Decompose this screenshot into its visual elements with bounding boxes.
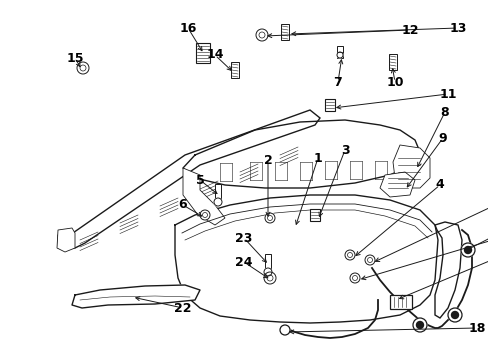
Text: 11: 11 — [438, 87, 456, 100]
Circle shape — [364, 255, 374, 265]
Bar — [264, 254, 270, 270]
Text: 16: 16 — [179, 22, 196, 35]
Circle shape — [264, 272, 275, 284]
Bar — [336, 46, 342, 58]
Text: 8: 8 — [440, 105, 448, 118]
Polygon shape — [392, 145, 429, 188]
Bar — [388, 54, 396, 70]
Text: 24: 24 — [235, 256, 252, 269]
Polygon shape — [72, 285, 200, 308]
Text: 4: 4 — [435, 179, 444, 192]
Text: 5: 5 — [195, 174, 204, 186]
Text: 2: 2 — [263, 153, 272, 166]
Bar — [309, 209, 319, 221]
Circle shape — [264, 268, 271, 276]
Text: 13: 13 — [448, 22, 466, 35]
Bar — [281, 24, 288, 40]
Polygon shape — [183, 120, 419, 188]
Circle shape — [200, 210, 209, 220]
Text: 3: 3 — [340, 144, 348, 157]
Bar — [325, 99, 334, 111]
Text: 1: 1 — [313, 152, 322, 165]
Text: 12: 12 — [401, 23, 418, 36]
Circle shape — [256, 29, 267, 41]
Circle shape — [336, 52, 342, 58]
Circle shape — [450, 311, 458, 319]
Polygon shape — [58, 110, 319, 248]
Bar — [230, 62, 239, 78]
Circle shape — [345, 250, 354, 260]
Circle shape — [464, 247, 470, 253]
Text: 14: 14 — [206, 49, 224, 62]
Text: 10: 10 — [386, 76, 403, 89]
Circle shape — [280, 325, 289, 335]
Circle shape — [412, 318, 426, 332]
Bar — [215, 184, 221, 200]
Circle shape — [447, 308, 461, 322]
FancyBboxPatch shape — [389, 295, 411, 309]
Polygon shape — [57, 228, 75, 252]
Text: 15: 15 — [66, 51, 83, 64]
Text: 18: 18 — [468, 321, 485, 334]
Text: 22: 22 — [174, 302, 191, 315]
Bar — [196, 43, 209, 63]
Text: 9: 9 — [438, 131, 447, 144]
Circle shape — [416, 321, 423, 328]
Circle shape — [460, 243, 474, 257]
Polygon shape — [434, 222, 461, 318]
Circle shape — [77, 62, 89, 74]
Circle shape — [264, 213, 274, 223]
Text: 6: 6 — [178, 198, 187, 211]
Circle shape — [349, 273, 359, 283]
Circle shape — [214, 198, 222, 206]
Polygon shape — [183, 168, 224, 225]
Text: 7: 7 — [333, 76, 342, 89]
Text: 23: 23 — [235, 231, 252, 244]
Polygon shape — [379, 172, 414, 197]
Polygon shape — [175, 195, 437, 323]
